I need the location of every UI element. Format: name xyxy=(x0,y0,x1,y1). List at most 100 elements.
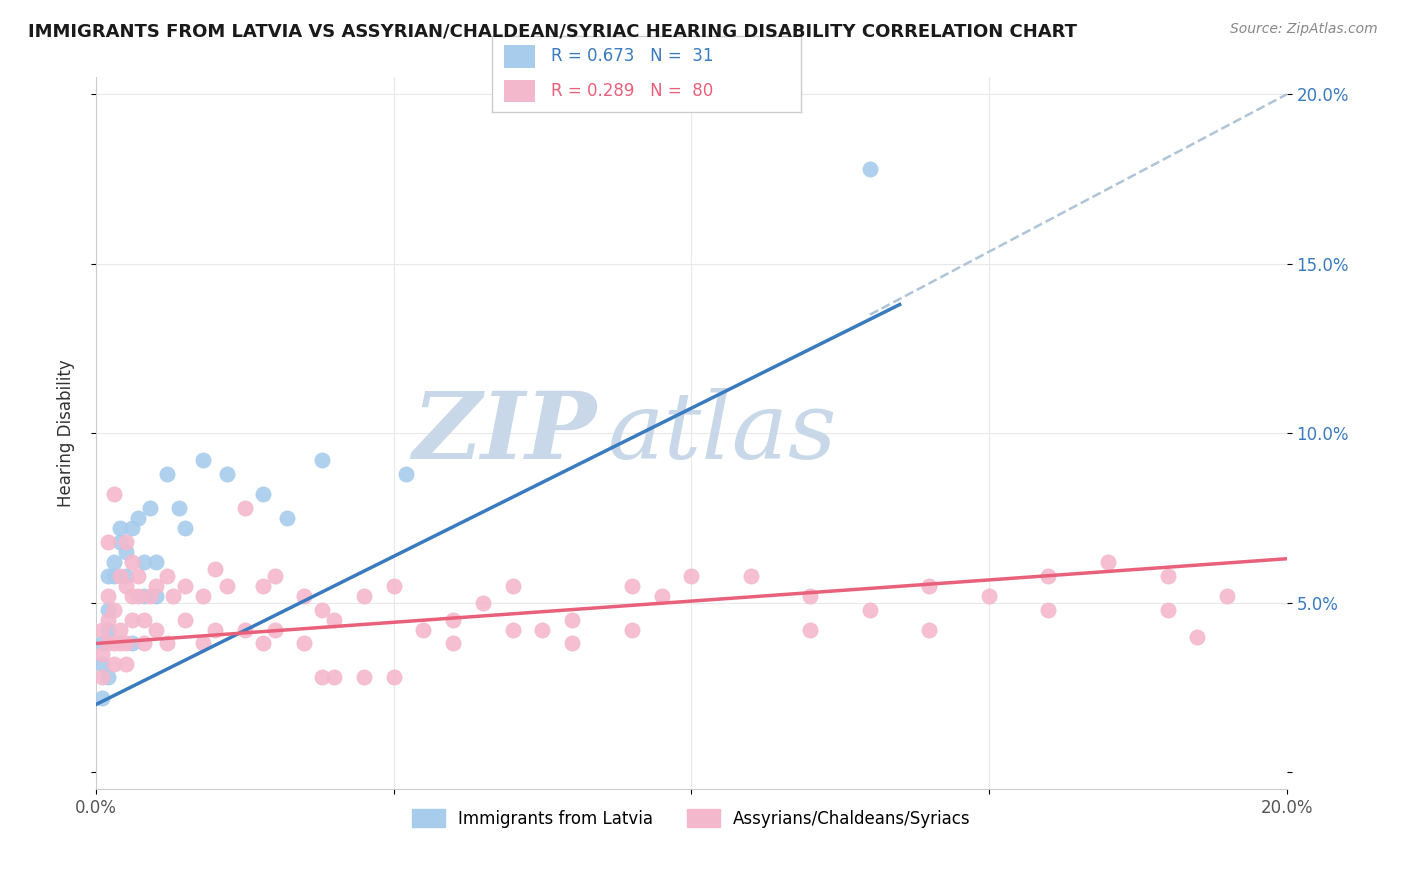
Point xyxy=(97,670,120,684)
Point xyxy=(127,589,149,603)
Point xyxy=(127,568,149,582)
Point xyxy=(311,453,333,467)
Point xyxy=(132,636,155,650)
Point xyxy=(311,670,333,684)
Text: R = 0.673   N =  31: R = 0.673 N = 31 xyxy=(551,47,713,65)
Point xyxy=(412,623,434,637)
Point xyxy=(233,500,256,515)
Bar xyxy=(505,79,536,103)
Point xyxy=(263,623,285,637)
Point xyxy=(311,602,333,616)
Point xyxy=(353,589,375,603)
Y-axis label: Hearing Disability: Hearing Disability xyxy=(58,359,75,508)
Point xyxy=(114,579,136,593)
Point xyxy=(121,613,143,627)
Point xyxy=(276,511,298,525)
Point xyxy=(145,579,167,593)
Point xyxy=(174,521,197,535)
Point xyxy=(1038,568,1060,582)
Point xyxy=(108,521,131,535)
Point xyxy=(292,636,315,650)
Point xyxy=(292,589,315,603)
Point xyxy=(1156,602,1178,616)
Text: IMMIGRANTS FROM LATVIA VS ASSYRIAN/CHALDEAN/SYRIAC HEARING DISABILITY CORRELATIO: IMMIGRANTS FROM LATVIA VS ASSYRIAN/CHALD… xyxy=(28,22,1077,40)
Point xyxy=(174,613,197,627)
Point xyxy=(91,690,114,705)
Point xyxy=(91,647,114,661)
Point xyxy=(859,161,882,176)
Point xyxy=(620,579,643,593)
Point xyxy=(169,500,191,515)
Point xyxy=(323,613,346,627)
Point xyxy=(252,487,274,501)
Bar xyxy=(505,45,536,68)
Legend: Immigrants from Latvia, Assyrians/Chaldeans/Syriacs: Immigrants from Latvia, Assyrians/Chalde… xyxy=(405,803,977,834)
Point xyxy=(204,562,226,576)
Point xyxy=(114,636,136,650)
Point xyxy=(441,613,464,627)
Point xyxy=(138,500,160,515)
Point xyxy=(471,596,494,610)
Point xyxy=(138,589,160,603)
Point xyxy=(215,467,238,481)
Point xyxy=(382,579,405,593)
Point xyxy=(1216,589,1239,603)
Point xyxy=(132,613,155,627)
Point xyxy=(108,636,131,650)
Point xyxy=(918,623,941,637)
Point xyxy=(502,623,524,637)
Point xyxy=(103,636,125,650)
Point xyxy=(394,467,416,481)
Point xyxy=(191,589,214,603)
Point xyxy=(681,568,703,582)
Point xyxy=(114,534,136,549)
Point xyxy=(91,657,114,671)
Point xyxy=(233,623,256,637)
Point xyxy=(323,670,346,684)
Point xyxy=(127,511,149,525)
Point xyxy=(97,636,120,650)
Point xyxy=(1097,555,1119,569)
Text: Source: ZipAtlas.com: Source: ZipAtlas.com xyxy=(1230,22,1378,37)
Point xyxy=(103,657,125,671)
Point xyxy=(859,602,882,616)
Text: atlas: atlas xyxy=(607,388,838,478)
Point xyxy=(156,568,179,582)
Point xyxy=(502,579,524,593)
Point xyxy=(1038,602,1060,616)
Point xyxy=(382,670,405,684)
Point xyxy=(103,487,125,501)
Point xyxy=(91,670,114,684)
Point xyxy=(156,467,179,481)
Point xyxy=(204,623,226,637)
Point xyxy=(215,579,238,593)
Point xyxy=(114,545,136,559)
Point xyxy=(145,589,167,603)
Point xyxy=(156,636,179,650)
Point xyxy=(263,568,285,582)
Point xyxy=(191,453,214,467)
Point xyxy=(91,623,114,637)
Point xyxy=(799,589,821,603)
Point xyxy=(132,555,155,569)
Point xyxy=(97,589,120,603)
Point xyxy=(441,636,464,650)
Point xyxy=(162,589,184,603)
Point xyxy=(561,613,583,627)
Point xyxy=(651,589,673,603)
Point xyxy=(145,555,167,569)
Point xyxy=(977,589,1000,603)
Point xyxy=(799,623,821,637)
Text: ZIP: ZIP xyxy=(412,388,596,478)
Point xyxy=(97,613,120,627)
Point xyxy=(561,636,583,650)
Point xyxy=(114,568,136,582)
Text: R = 0.289   N =  80: R = 0.289 N = 80 xyxy=(551,82,713,100)
Point xyxy=(108,534,131,549)
Point xyxy=(1187,630,1209,644)
Point xyxy=(114,657,136,671)
Point xyxy=(103,568,125,582)
Point xyxy=(531,623,554,637)
Point xyxy=(740,568,762,582)
Point xyxy=(353,670,375,684)
